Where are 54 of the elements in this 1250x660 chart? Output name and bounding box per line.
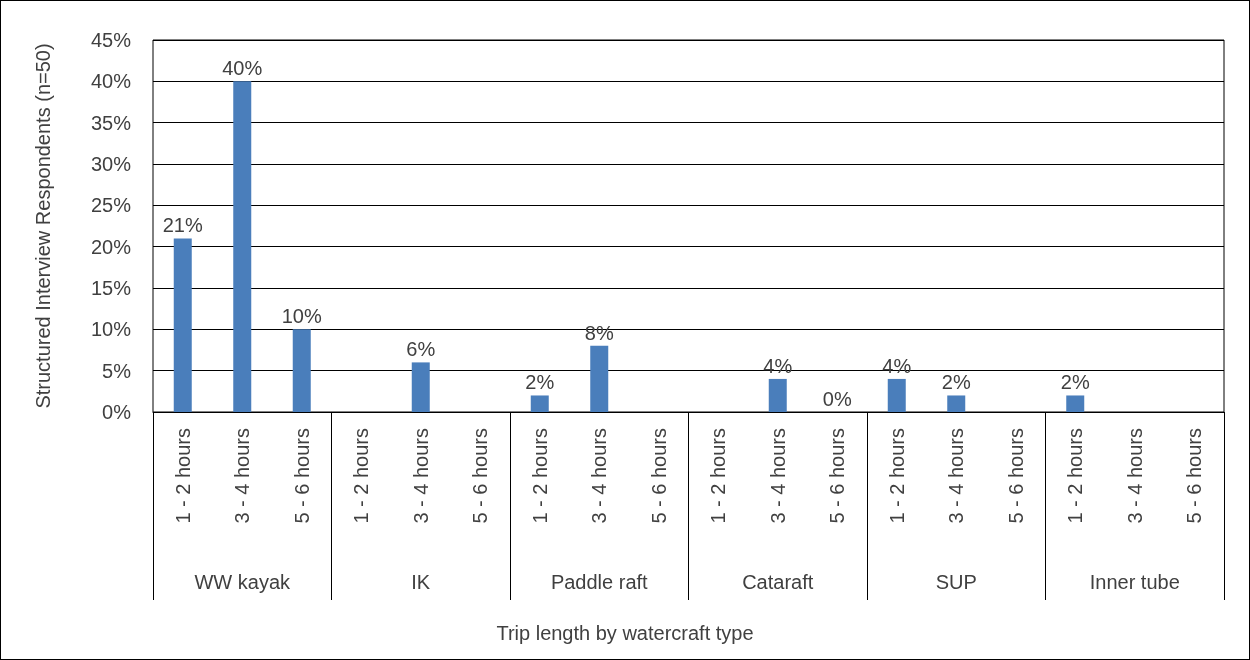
x-tick-label: 5 - 6 hours (647, 428, 670, 524)
x-tick-label: 3 - 4 hours (766, 428, 789, 524)
x-tick-label: 1 - 2 hours (707, 428, 730, 524)
text: Cataraft (742, 571, 814, 593)
y-tick-label: 10% (90, 318, 132, 341)
x-tick-label: 1 - 2 hours (1064, 428, 1087, 524)
bar (887, 378, 906, 412)
data-label: 2% (941, 371, 971, 394)
data-label: 10% (281, 305, 322, 328)
data-label: 6% (406, 338, 436, 361)
bar (590, 345, 609, 412)
y-tick-label: 5% (102, 359, 132, 382)
text: Inner tube (1089, 571, 1180, 593)
data-label: 0% (822, 388, 852, 410)
data-label: 21% (162, 214, 203, 237)
y-tick-label: 40% (90, 70, 132, 93)
text: Paddle raft (550, 571, 649, 593)
bar (530, 395, 549, 412)
x-tick-label: 1 - 2 hours (528, 428, 551, 524)
bar (233, 81, 252, 412)
bar (768, 378, 787, 412)
y-tick-label: 30% (90, 153, 132, 175)
text: IK (411, 571, 431, 593)
x-tick-label: 1 - 2 hours (350, 428, 373, 524)
bar (411, 362, 430, 412)
bar (947, 395, 966, 412)
x-tick-label: 5 - 6 hours (826, 428, 849, 524)
data-label: 2% (525, 371, 555, 394)
data-label: 40% (222, 57, 263, 80)
y-tick-label: 20% (90, 235, 132, 258)
x-tick-label: 3 - 4 hours (409, 428, 432, 524)
text: WW kayak (194, 571, 292, 593)
x-axis-title: Trip length by watercraft type (496, 622, 754, 644)
bar (173, 238, 192, 412)
y-tick-label: 0% (102, 401, 132, 423)
x-tick-label: 3 - 4 hours (945, 428, 968, 524)
y-tick-label: 45% (90, 29, 132, 51)
x-tick-label: 1 - 2 hours (885, 428, 908, 524)
x-tick-label: 3 - 4 hours (231, 428, 254, 524)
x-tick-label: 3 - 4 hours (588, 428, 611, 524)
x-tick-label: 5 - 6 hours (469, 428, 492, 524)
y-tick-label: 15% (90, 277, 132, 299)
x-tick-label: 5 - 6 hours (1004, 428, 1027, 524)
text: SUP (935, 571, 977, 593)
data-label: 2% (1060, 371, 1090, 394)
x-tick-label: 5 - 6 hours (290, 428, 313, 524)
y-axis-title: Structured Interview Respondents (n=50) (32, 43, 54, 409)
y-tick-label: 35% (90, 111, 132, 134)
x-tick-label: 1 - 2 hours (171, 428, 194, 524)
x-tick-label: 3 - 4 hours (1123, 428, 1146, 524)
bar (1066, 395, 1085, 412)
bar (292, 329, 311, 412)
y-tick-label: 25% (90, 194, 132, 217)
x-tick-label: 5 - 6 hours (1183, 428, 1206, 524)
